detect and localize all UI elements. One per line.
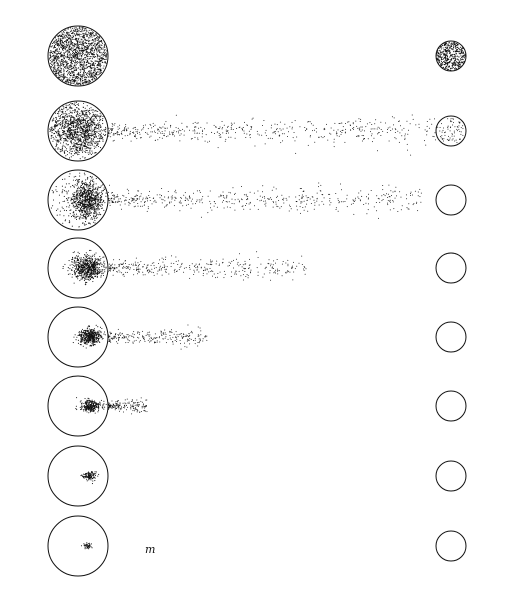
row-1 <box>47 25 467 87</box>
left-particles <box>49 101 107 160</box>
right-circle <box>435 321 467 353</box>
left-circle <box>47 25 109 87</box>
row-6 <box>47 375 467 437</box>
m-label: m <box>145 543 155 556</box>
left-circle <box>47 237 109 299</box>
left-particles <box>48 26 108 86</box>
left-circle <box>47 515 109 577</box>
left-circle <box>47 169 109 231</box>
row-3 <box>47 169 467 231</box>
particle-stream <box>107 397 148 415</box>
left-circle <box>47 375 109 437</box>
left-particles <box>80 470 100 485</box>
left-particles <box>50 172 107 228</box>
row-5 <box>47 306 467 368</box>
right-circle <box>435 40 467 72</box>
left-circle <box>47 445 109 507</box>
left-particles <box>62 249 107 286</box>
left-particles <box>75 397 107 414</box>
right-circle <box>435 115 467 147</box>
row-2 <box>47 100 467 162</box>
right-circle <box>435 252 467 284</box>
particle-stream <box>107 114 439 156</box>
right-circle <box>435 530 467 562</box>
right-particles <box>436 41 466 71</box>
particle-stream <box>107 182 422 219</box>
right-circle <box>435 184 467 216</box>
row-7 <box>47 445 467 507</box>
row-8 <box>47 515 467 577</box>
left-particles <box>80 542 93 550</box>
particle-stream <box>107 251 307 281</box>
left-circle <box>47 306 109 368</box>
rows-layer <box>47 25 467 577</box>
left-circle <box>47 100 109 162</box>
particle-stream <box>107 324 208 350</box>
left-particles <box>72 324 106 349</box>
right-circle <box>435 460 467 492</box>
right-particles <box>439 118 464 143</box>
row-4 <box>47 237 467 299</box>
right-circle <box>435 390 467 422</box>
